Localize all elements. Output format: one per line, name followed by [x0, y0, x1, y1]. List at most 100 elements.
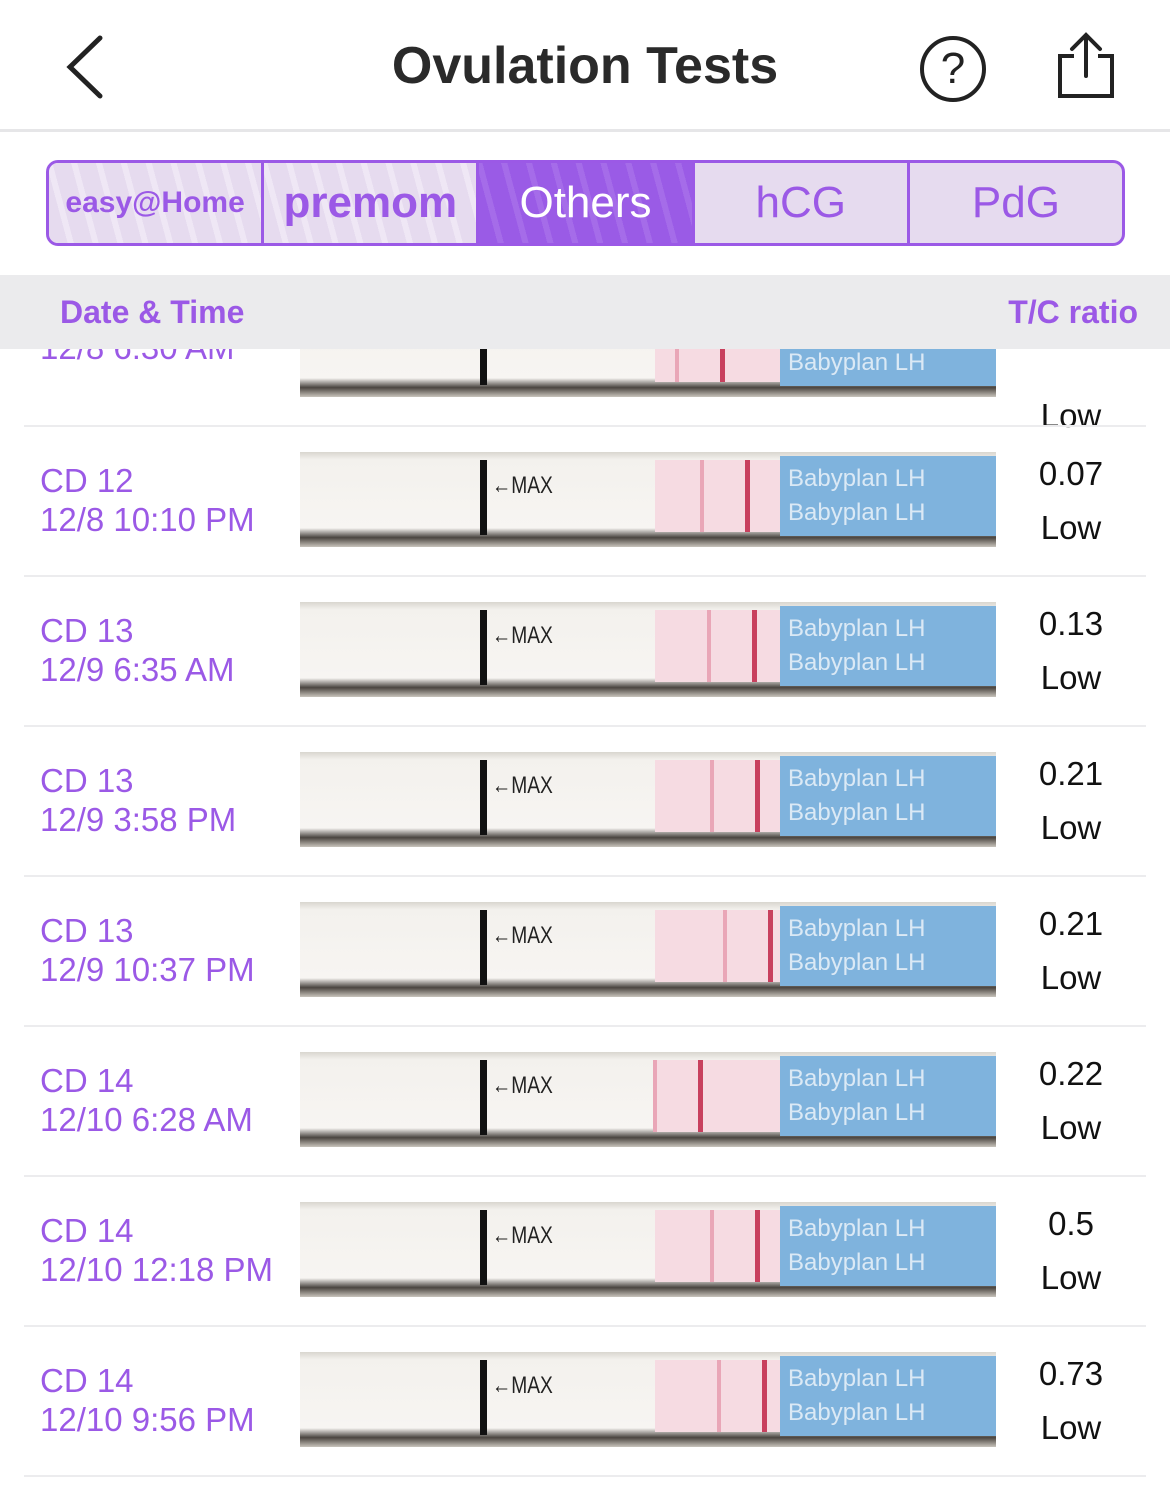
table-row[interactable]: CD 12 12/8 10:10 PM ←MAX Babyplan LH Babyp… — [0, 427, 1170, 577]
test-line — [698, 1060, 703, 1132]
row-date: CD 13 12/9 3:58 PM — [40, 761, 236, 839]
ratio-level: Low — [1040, 1109, 1102, 1146]
row-date: CD 14 12/10 12:18 PM — [40, 1211, 273, 1289]
ratio-level: Low — [1040, 809, 1102, 846]
test-line — [745, 460, 750, 532]
row-divider — [24, 1025, 1146, 1027]
table-row[interactable]: CD 13 12/9 3:58 PM ←MAX Babyplan LH Babypl… — [0, 727, 1170, 877]
date-time-header: Date & Time — [60, 294, 245, 330]
ratio-cell: 0.21 Low — [1000, 747, 1142, 855]
cycle-day: CD 13 — [40, 612, 134, 649]
datetime: 12/9 6:35 AM — [40, 651, 235, 688]
row-date: CD 14 12/10 9:56 PM — [40, 1361, 255, 1439]
max-line — [480, 460, 487, 535]
ratio-value: 0.13 — [1038, 605, 1104, 642]
max-line — [480, 349, 487, 385]
row-divider — [24, 575, 1146, 577]
control-line — [675, 349, 679, 382]
share-icon[interactable] — [1054, 32, 1118, 100]
max-label: ←MAX — [492, 1072, 553, 1099]
ratio-level: Low — [1040, 1409, 1102, 1446]
tab-hcg[interactable]: hCG — [695, 163, 910, 243]
row-date: CD 13 12/9 10:37 PM — [40, 911, 255, 989]
question-circle-icon[interactable]: ? — [920, 36, 986, 102]
row-date: CD 14 12/10 6:28 AM — [40, 1061, 253, 1139]
control-line — [710, 760, 714, 832]
table-row[interactable]: CD 14 12/10 12:18 PM ←MAX Babyplan LH Baby… — [0, 1177, 1170, 1327]
column-header: Date & Time T/C ratio — [0, 275, 1170, 349]
ratio-level: Low — [1040, 959, 1102, 996]
chevron-left-icon[interactable] — [62, 34, 112, 100]
cycle-day: CD 13 — [40, 762, 134, 799]
page-title: Ovulation Tests — [391, 37, 779, 95]
max-line — [480, 910, 487, 985]
row-date: CD 13 12/9 6:35 AM — [40, 611, 234, 689]
test-line — [762, 1360, 767, 1432]
row-date: CD 12 12/8 10:10 PM — [40, 461, 255, 539]
row-divider — [24, 1475, 1146, 1477]
max-label: ←MAX — [492, 349, 553, 350]
ratio-value: 0.07 — [1038, 455, 1104, 492]
tc-ratio-header: T/C ratio — [1008, 294, 1138, 330]
ratio-level: Low — [1040, 397, 1102, 434]
max-line — [480, 1360, 487, 1435]
table-row[interactable]: CD 14 12/10 9:56 PM ←MAX Babyplan LH Babyp… — [0, 1327, 1170, 1477]
tab-others[interactable]: Others — [479, 163, 695, 243]
ratio-cell: 0.21 Low — [1000, 897, 1142, 1005]
result-window — [655, 610, 780, 682]
max-label: ←MAX — [492, 1222, 553, 1249]
table-row[interactable]: CD 13 12/9 10:37 PM ←MAX Babyplan LH Babyp… — [0, 877, 1170, 1027]
tab-easy-at-home[interactable]: easy@Home — [49, 163, 265, 243]
tab-pdg[interactable]: PdG — [971, 178, 1060, 227]
result-window — [655, 910, 780, 982]
ratio-cell: Low — [1000, 349, 1142, 443]
max-line — [480, 1060, 487, 1135]
max-line — [480, 1210, 487, 1285]
ratio-cell: 0.73 Low — [1000, 1347, 1142, 1455]
test-line — [755, 760, 760, 832]
row-divider — [24, 1325, 1146, 1327]
row-divider — [24, 875, 1146, 877]
test-line — [720, 349, 725, 382]
result-window — [655, 1210, 780, 1282]
result-window — [655, 1060, 780, 1132]
control-line — [707, 610, 711, 682]
cycle-day: CD 13 — [40, 912, 134, 949]
cycle-day: CD 12 — [40, 462, 134, 499]
ratio-value: 0.73 — [1038, 1355, 1104, 1392]
row-divider — [24, 725, 1146, 727]
test-line — [755, 1210, 760, 1282]
ratio-value: 0.22 — [1038, 1055, 1104, 1092]
result-window — [655, 760, 780, 832]
datetime: 12/9 3:58 PM — [40, 801, 237, 838]
control-line — [717, 1360, 721, 1432]
tab-premom[interactable]: premom — [264, 163, 480, 243]
ratio-value: 0.21 — [1038, 755, 1104, 792]
max-line — [480, 760, 487, 835]
cycle-day: CD 14 — [40, 1362, 134, 1399]
ratio-level: Low — [1040, 659, 1102, 696]
row-divider — [24, 1175, 1146, 1177]
max-label: ←MAX — [492, 622, 553, 649]
row-divider — [24, 425, 1146, 427]
datetime: 12/8 10:10 PM — [40, 501, 255, 538]
ratio-cell: 0.07 Low — [1000, 447, 1142, 555]
table-row[interactable]: CD 14 12/10 6:28 AM ←MAX Babyplan LH Babyp… — [0, 1027, 1170, 1177]
max-label: ←MAX — [492, 472, 553, 499]
datetime: 12/8 6:30 AM — [40, 349, 234, 367]
table-row[interactable]: CD 13 12/9 6:35 AM ←MAX Babyplan LH Babypl… — [0, 577, 1170, 727]
